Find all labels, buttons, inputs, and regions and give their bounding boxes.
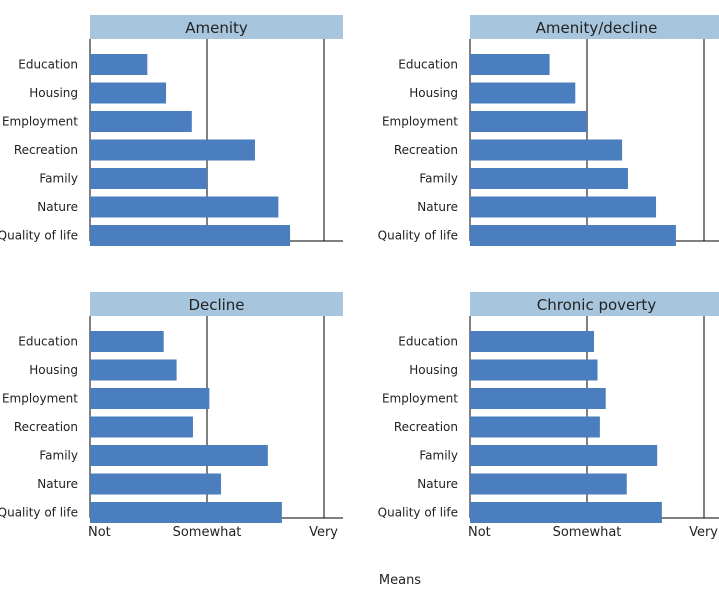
category-label: Quality of life	[0, 506, 78, 520]
bar	[90, 445, 268, 466]
bar	[470, 139, 623, 161]
bar	[90, 82, 167, 104]
bar	[470, 416, 600, 438]
bar	[470, 168, 628, 189]
category-label: Housing	[409, 86, 458, 100]
bar	[90, 225, 291, 246]
panel-decline: Decline Education Housing Employment Recreat…	[0, 292, 343, 540]
category-label: Family	[39, 172, 78, 186]
category-label: Employment	[2, 115, 78, 129]
bar	[90, 416, 193, 438]
panel-title-bg	[90, 15, 343, 39]
bar	[90, 502, 282, 523]
bar	[470, 359, 598, 381]
panel-title-bg	[90, 292, 343, 316]
x-tick-label: Not	[468, 525, 491, 540]
bar	[470, 445, 658, 466]
bar	[90, 388, 210, 409]
category-label: Education	[18, 58, 78, 72]
bar	[90, 54, 148, 75]
x-tick-label: Very	[689, 525, 718, 540]
category-label: Housing	[29, 363, 78, 377]
bar	[470, 82, 576, 104]
category-label: Housing	[29, 86, 78, 100]
panel-title-bg	[470, 292, 719, 316]
category-label: Nature	[37, 477, 78, 491]
panel-chronic-poverty: Chronic poverty Education Housing Employmen…	[378, 292, 719, 540]
category-label: Housing	[409, 363, 458, 377]
bar	[470, 331, 595, 352]
panel-title: Chronic poverty	[537, 296, 657, 314]
panel-title: Decline	[188, 296, 244, 314]
x-tick-label: Very	[309, 525, 338, 540]
category-label: Recreation	[14, 143, 78, 157]
bar	[90, 473, 222, 495]
category-label: Nature	[417, 477, 458, 491]
bar	[470, 388, 606, 409]
panel-amenity-decline: Amenity/decline Education Housing Employmen…	[378, 15, 719, 246]
panel-title: Amenity/decline	[536, 19, 658, 37]
category-label: Family	[39, 449, 78, 463]
x-tick-label: Not	[88, 525, 111, 540]
bar	[90, 359, 177, 381]
bar	[90, 139, 255, 161]
category-label: Recreation	[14, 420, 78, 434]
category-label: Nature	[37, 200, 78, 214]
category-label: Family	[419, 449, 458, 463]
bar	[90, 168, 207, 189]
bar	[90, 196, 279, 218]
category-label: Quality of life	[378, 229, 458, 243]
category-label: Recreation	[394, 420, 458, 434]
category-label: Nature	[417, 200, 458, 214]
category-label: Employment	[2, 392, 78, 406]
panel-amenity: Amenity Education Housing Employment Recreat…	[0, 15, 343, 246]
category-label: Education	[398, 58, 458, 72]
category-label: Employment	[382, 392, 458, 406]
category-label: Education	[398, 335, 458, 349]
category-label: Quality of life	[0, 229, 78, 243]
panel-title-bg	[470, 15, 719, 39]
bar	[90, 111, 192, 132]
bar	[470, 54, 550, 75]
category-label: Education	[18, 335, 78, 349]
category-label: Family	[419, 172, 458, 186]
panel-title: Amenity	[185, 19, 248, 37]
x-tick-label: Somewhat	[553, 525, 622, 540]
x-tick-label: Somewhat	[173, 525, 242, 540]
category-label: Quality of life	[378, 506, 458, 520]
category-label: Employment	[382, 115, 458, 129]
bar	[470, 225, 676, 246]
bar	[470, 196, 657, 218]
x-axis-title: Means	[379, 573, 421, 588]
bar	[90, 331, 164, 352]
bar	[470, 473, 627, 495]
bar	[470, 502, 662, 523]
category-label: Recreation	[394, 143, 458, 157]
bar	[470, 111, 587, 132]
